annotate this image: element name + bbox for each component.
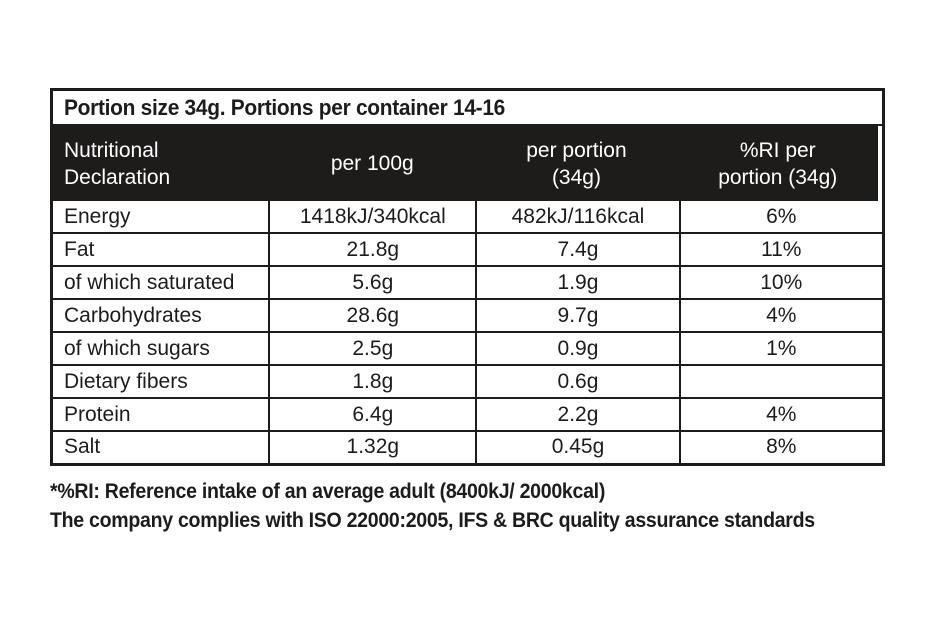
column-header-ri-per-portion: %RI per portion (34g) bbox=[718, 138, 838, 189]
value-ri-percent: 6% bbox=[766, 205, 797, 228]
value-ri-percent: 4% bbox=[766, 304, 797, 327]
table-row-energy: Energy 1418kJ/340kcal 482kJ/116kcal 6% bbox=[53, 201, 882, 234]
footnote-quality-standards: The company complies with ISO 22000:2005… bbox=[50, 509, 815, 532]
row-label: Protein bbox=[53, 399, 271, 430]
row-label: Dietary fibers bbox=[53, 366, 271, 397]
value-per-portion: 0.45g bbox=[477, 432, 681, 463]
value-ri-percent: 4% bbox=[766, 403, 797, 426]
table-row-sugars: of which sugars 2.5g 0.9g 1% bbox=[53, 333, 882, 366]
row-label: Carbohydrates bbox=[53, 300, 271, 331]
row-label: Energy bbox=[53, 201, 271, 232]
value-per-100g: 5.6g bbox=[270, 267, 478, 298]
portion-info-row: Portion size 34g. Portions per container… bbox=[53, 91, 882, 126]
value-ri-percent bbox=[681, 366, 882, 397]
value-per-portion: 2.2g bbox=[477, 399, 681, 430]
table-header-row: Nutritional Declaration per 100g per por… bbox=[53, 126, 882, 201]
value-per-100g: 1.8g bbox=[270, 366, 478, 397]
column-header-per-portion: per portion (34g) bbox=[526, 138, 627, 189]
value-per-100g: 1.32g bbox=[270, 432, 478, 463]
row-label: Salt bbox=[53, 432, 271, 463]
column-header-per-100g: per 100g bbox=[330, 152, 414, 175]
table-row-salt: Salt 1.32g 0.45g 8% bbox=[53, 432, 882, 463]
table-row-dietary-fibers: Dietary fibers 1.8g 0.6g bbox=[53, 366, 882, 399]
value-ri-percent: 8% bbox=[766, 435, 797, 458]
value-per-100g: 21.8g bbox=[270, 234, 478, 265]
value-ri-percent: 10% bbox=[760, 271, 803, 294]
value-per-100g: 6.4g bbox=[270, 399, 478, 430]
value-per-portion: 7.4g bbox=[477, 234, 681, 265]
column-header-nutritional-declaration: Nutritional Declaration bbox=[64, 138, 171, 189]
value-ri-percent: 1% bbox=[766, 337, 797, 360]
value-ri-percent: 11% bbox=[761, 238, 802, 261]
value-per-portion: 1.9g bbox=[477, 267, 681, 298]
value-per-100g: 1418kJ/340kcal bbox=[270, 201, 478, 232]
table-row-fat: Fat 21.8g 7.4g 11% bbox=[53, 234, 882, 267]
row-label: of which saturated bbox=[53, 267, 271, 298]
nutrition-table: Portion size 34g. Portions per container… bbox=[50, 88, 885, 466]
value-per-portion: 0.6g bbox=[477, 366, 681, 397]
value-per-portion: 9.7g bbox=[477, 300, 681, 331]
portion-info-text: Portion size 34g. Portions per container… bbox=[64, 95, 506, 120]
table-row-carbohydrates: Carbohydrates 28.6g 9.7g 4% bbox=[53, 300, 882, 333]
value-per-portion: 482kJ/116kcal bbox=[477, 201, 681, 232]
table-body: Energy 1418kJ/340kcal 482kJ/116kcal 6% F… bbox=[53, 201, 882, 463]
value-per-100g: 2.5g bbox=[270, 333, 478, 364]
table-row-protein: Protein 6.4g 2.2g 4% bbox=[53, 399, 882, 432]
value-per-100g: 28.6g bbox=[270, 300, 478, 331]
footnotes: *%RI: Reference intake of an average adu… bbox=[50, 477, 920, 535]
row-label: Fat bbox=[53, 234, 271, 265]
row-label: of which sugars bbox=[53, 333, 271, 364]
value-per-portion: 0.9g bbox=[477, 333, 681, 364]
table-row-saturated: of which saturated 5.6g 1.9g 10% bbox=[53, 267, 882, 300]
footnote-reference-intake: *%RI: Reference intake of an average adu… bbox=[50, 480, 606, 503]
